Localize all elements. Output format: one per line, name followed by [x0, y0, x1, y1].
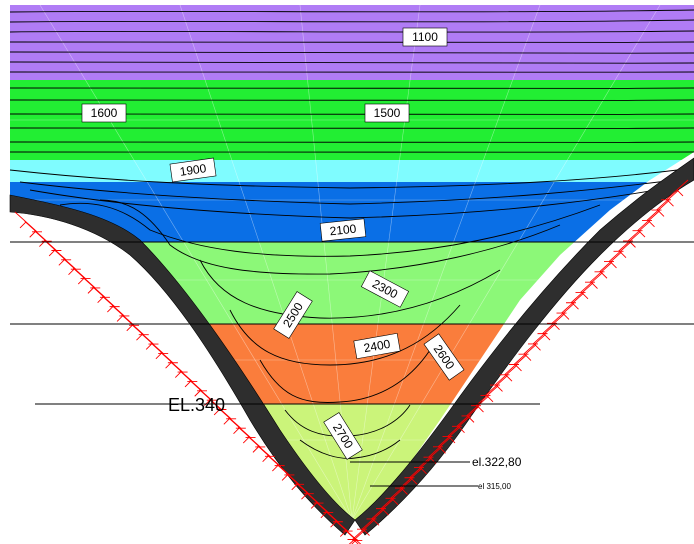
- support-spring: [111, 305, 140, 326]
- contour-label-2400: 2400: [353, 332, 401, 360]
- contour-label-2100: 2100: [319, 218, 367, 242]
- support-springs-right: [347, 179, 689, 544]
- support-spring: [140, 333, 169, 354]
- support-spring: [228, 417, 256, 439]
- support-spring: [267, 454, 295, 476]
- contour-label-1600: 1600: [81, 103, 127, 123]
- svg-text:1100: 1100: [412, 30, 438, 44]
- support-spring: [247, 436, 275, 457]
- support-spring: [72, 267, 101, 289]
- support-springs-left: [14, 211, 363, 544]
- svg-text:1500: 1500: [374, 106, 401, 120]
- support-spring: [102, 295, 130, 317]
- svg-text:1900: 1900: [179, 161, 208, 179]
- support-spring: [150, 342, 178, 364]
- support-spring: [14, 211, 42, 233]
- support-spring: [189, 380, 217, 401]
- support-spring: [53, 249, 81, 270]
- contour-label-1100: 1100: [402, 27, 448, 47]
- support-spring: [315, 501, 343, 523]
- support-spring: [131, 323, 159, 345]
- support-spring: [218, 408, 246, 429]
- support-spring: [661, 179, 689, 201]
- support-spring: [43, 239, 72, 261]
- support-spring: [325, 510, 353, 532]
- svg-text:1600: 1600: [91, 106, 118, 120]
- support-spring: [169, 361, 198, 382]
- support-spring: [92, 286, 120, 308]
- svg-text:2400: 2400: [363, 337, 392, 355]
- support-spring: [199, 389, 227, 410]
- contour-label-2500: 2500: [273, 291, 313, 339]
- support-spring: [121, 314, 149, 336]
- support-spring: [296, 482, 324, 504]
- support-spring: [276, 464, 305, 485]
- support-spring: [179, 370, 207, 392]
- svg-text:2100: 2100: [329, 222, 357, 239]
- contour-label-1500: 1500: [364, 103, 410, 123]
- support-spring: [82, 277, 110, 298]
- support-spring: [237, 426, 266, 448]
- elevation-el315: el 315,00: [478, 482, 511, 491]
- elevation-el322: el.322,80: [472, 455, 522, 469]
- support-spring: [208, 398, 237, 420]
- support-spring: [286, 473, 314, 495]
- color-bands: [10, 4, 694, 520]
- support-spring: [24, 221, 52, 242]
- elevation-el340: EL.340: [168, 395, 225, 415]
- support-spring: [63, 258, 91, 280]
- support-spring: [305, 492, 334, 513]
- contour-label-1900: 1900: [169, 157, 217, 183]
- support-spring: [257, 445, 285, 467]
- support-spring: [160, 351, 188, 373]
- abutment-rock: [9, 157, 694, 536]
